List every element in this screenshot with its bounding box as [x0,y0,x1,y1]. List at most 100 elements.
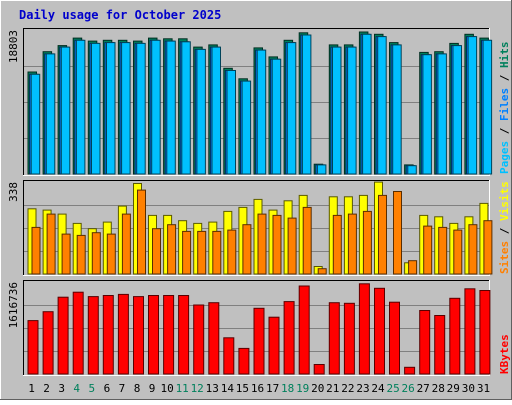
bar-pages-day-4 [75,39,86,175]
x-label-day-23: 23 [356,382,369,395]
chart-panels: 18803 Pages / Files / Hits 338 Sites / Visi… [7,28,511,376]
bar-pages-day-23 [362,33,372,175]
chart-title: Daily usage for October 2025 [19,8,221,22]
legend-entry-visits: Visits [498,181,511,221]
bar-pages-day-24 [377,36,387,175]
bar-kbytes-day-9 [148,295,159,375]
bar-pages-day-16 [256,49,267,175]
bar-kbytes-day-11 [178,295,190,375]
x-label-day-19: 19 [296,382,309,395]
x-label-day-7: 7 [119,382,126,395]
bar-sites-day-1 [31,226,41,275]
bar-pages-day-31 [482,39,493,175]
bar-kbytes-day-8 [133,296,144,375]
x-label-day-6: 6 [104,382,111,395]
x-label-day-26: 26 [401,382,414,395]
bar-pages-day-11 [181,41,191,175]
x-label-day-3: 3 [58,382,65,395]
bar-pages-day-26 [407,165,417,175]
bar-sites-day-14 [227,229,237,275]
bar-sites-day-18 [287,217,297,275]
x-label-day-12: 12 [191,382,204,395]
x-label-day-14: 14 [221,382,235,395]
bar-kbytes-day-4 [72,291,84,375]
legend-entry-pages: Pages [498,141,511,174]
bar-sites-day-19 [302,206,312,275]
x-label-day-27: 27 [417,382,430,395]
bar-kbytes-day-13 [208,302,220,375]
x-label-day-13: 13 [206,382,219,395]
x-label-day-4: 4 [73,382,80,395]
bar-kbytes-day-28 [434,315,446,375]
x-label-day-15: 15 [236,382,249,395]
bar-kbytes-day-2 [42,311,54,375]
x-label-day-28: 28 [432,382,445,395]
bar-pages-day-28 [437,53,447,175]
bar-pages-day-10 [166,40,176,175]
bar-kbytes-day-30 [464,288,476,375]
x-label-day-5: 5 [88,382,95,395]
bar-kbytes-day-31 [479,290,491,375]
bar-pages-day-25 [392,44,402,175]
x-label-day-1: 1 [28,382,35,395]
x-label-day-22: 22 [341,382,354,395]
bar-pages-day-19 [301,34,312,175]
bar-pages-day-17 [271,58,282,175]
bar-sites-day-9 [152,228,161,275]
bar-pages-day-13 [211,46,221,175]
legend-entry-hits: Hits [498,42,511,69]
bar-sites-day-6 [106,233,116,275]
bar-sites-day-20 [317,268,327,275]
y-max-label: 338 [7,182,20,202]
bar-sites-day-11 [182,230,192,275]
bar-sites-day-17 [272,214,282,275]
bar-pages-day-7 [121,42,131,175]
bar-kbytes-day-22 [343,302,355,375]
bar-kbytes-day-24 [374,287,385,375]
legend-entry-kbytes: KBytes [498,334,511,374]
bar-sites-day-5 [91,232,101,275]
bar-pages-day-6 [106,42,116,175]
bar-pages-day-1 [30,73,41,175]
bar-sites-day-16 [257,213,267,275]
x-label-day-18: 18 [281,382,294,395]
bar-sites-day-29 [453,229,463,275]
legend-separator: / [498,221,511,241]
bar-sites-day-24 [378,194,387,275]
bar-pages-day-14 [226,70,236,175]
bar-sites-day-27 [423,225,433,275]
legend-separator: / [498,68,511,88]
bar-sites-day-10 [167,224,177,275]
bar-sites-day-31 [483,220,493,275]
legend-kbytes: KBytes [498,334,511,374]
bar-kbytes-day-1 [27,320,39,375]
x-label-day-25: 25 [386,382,399,395]
x-label-day-29: 29 [447,382,460,395]
bar-pages-day-15 [241,80,252,175]
bar-pages-day-9 [151,39,161,175]
x-label-day-31: 31 [477,382,490,395]
x-label-day-11: 11 [176,382,189,395]
bar-kbytes-day-26 [404,366,416,375]
bar-pages-day-21 [332,46,342,175]
x-label-day-9: 9 [149,382,156,395]
bar-pages-day-18 [286,42,297,175]
bar-sites-day-12 [197,230,207,275]
bar-kbytes-day-15 [238,347,250,375]
bar-kbytes-day-27 [419,310,431,375]
bar-sites-day-13 [212,230,222,275]
bar-pages-day-2 [45,53,56,175]
x-label-day-16: 16 [251,382,264,395]
x-label-day-20: 20 [311,382,324,395]
bar-kbytes-day-7 [117,293,129,375]
bar-sites-day-4 [76,234,86,275]
x-label-day-2: 2 [43,382,50,395]
bar-sites-day-8 [137,189,146,275]
legend-entry-files: Files [498,88,511,121]
bar-kbytes-day-17 [268,316,280,375]
x-axis-labels: 1 2 3 4 5 6 7 8 9 10 11 12 13 14 15 16 17 18 19 20 21 22 23 24 2… [28,382,490,395]
bar-sites-day-23 [362,210,372,275]
x-label-day-21: 21 [326,382,339,395]
bar-sites-day-22 [347,213,357,275]
